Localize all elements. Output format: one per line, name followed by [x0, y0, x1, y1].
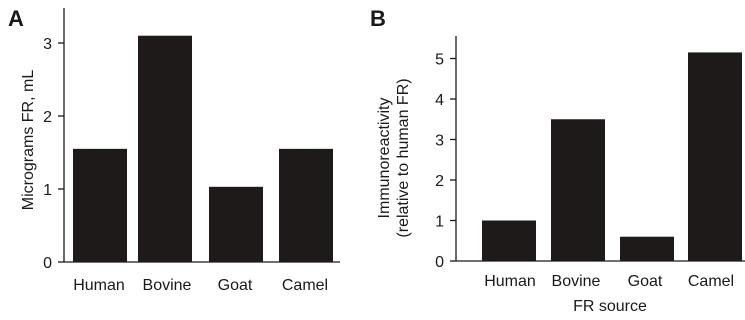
a-ytick-label-3: 3: [43, 36, 52, 53]
panel-b-letter: B: [370, 6, 386, 31]
b-category-label-camel: Camel: [688, 273, 734, 290]
b-bar-camel: [688, 52, 742, 261]
b-category-label-human: Human: [484, 273, 536, 290]
panel-a-y-ticks: 0 1 2 3: [43, 36, 64, 272]
a-category-label-camel: Camel: [282, 277, 328, 294]
b-bar-human: [482, 220, 536, 261]
panel-a-bars: [73, 35, 333, 263]
panel-b-x-axis-title: FR source: [573, 298, 647, 315]
panel-b-bars: [482, 52, 742, 261]
a-ytick-label-2: 2: [43, 109, 52, 126]
b-ytick-label-3: 3: [435, 133, 444, 150]
panel-a-category-labels: Human Bovine Goat Camel: [73, 277, 328, 294]
panel-b: B Immunoreactivity (relative to human FR…: [370, 6, 745, 315]
b-category-label-goat: Goat: [628, 273, 663, 290]
b-bar-bovine: [551, 119, 605, 261]
a-bar-bovine: [138, 35, 192, 263]
a-bar-human: [73, 148, 127, 262]
b-category-label-bovine: Bovine: [552, 273, 601, 290]
a-category-label-human: Human: [73, 277, 125, 294]
panel-b-y-axis-title-line1: Immunoreactivity: [376, 98, 393, 219]
a-category-label-goat: Goat: [218, 277, 253, 294]
b-ytick-label-4: 4: [435, 92, 444, 109]
panel-b-y-ticks: 0 1 2 3 4 5: [435, 52, 456, 271]
b-bar-goat: [620, 236, 674, 261]
a-category-label-bovine: Bovine: [143, 277, 192, 294]
panel-b-y-axis-title-line2: (relative to human FR): [395, 78, 412, 237]
a-bar-camel: [279, 148, 333, 262]
a-ytick-label-0: 0: [43, 255, 52, 272]
panel-a-letter: A: [8, 6, 24, 31]
panel-b-category-labels: Human Bovine Goat Camel: [484, 273, 734, 290]
panel-a: A Micrograms FR, mL 0 1 2 3 Human Bovine Goat…: [8, 6, 340, 294]
a-bar-goat: [209, 186, 263, 262]
b-ytick-label-2: 2: [435, 173, 444, 190]
a-ytick-label-1: 1: [43, 182, 52, 199]
panel-a-y-axis-title: Micrograms FR, mL: [20, 70, 37, 211]
b-ytick-label-0: 0: [435, 254, 444, 271]
b-ytick-label-1: 1: [435, 214, 444, 231]
b-ytick-label-5: 5: [435, 52, 444, 69]
